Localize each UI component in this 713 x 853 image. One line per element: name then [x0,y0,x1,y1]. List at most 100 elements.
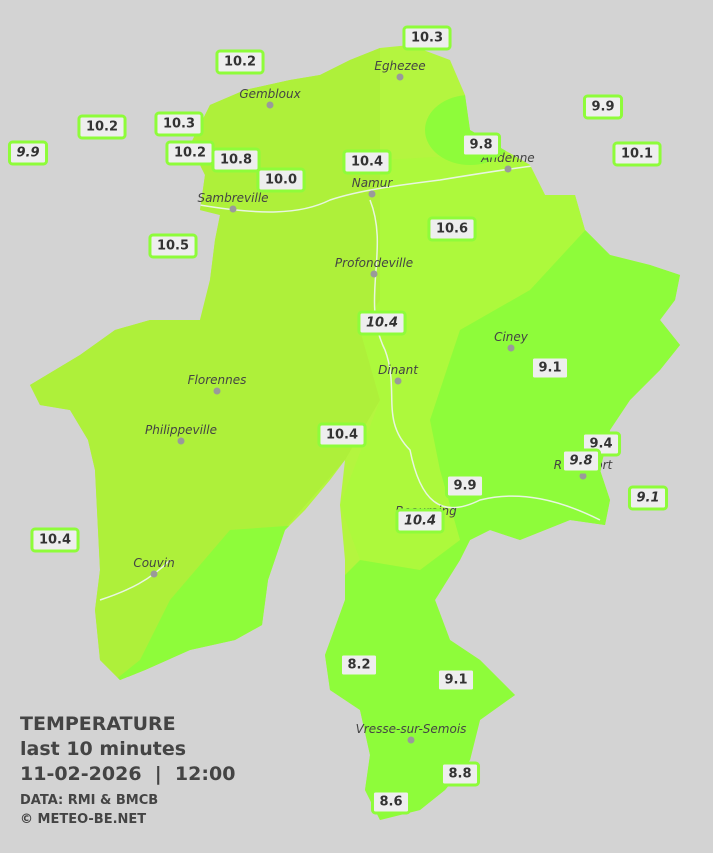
station: 10.2 [165,140,215,166]
town-dot [177,437,185,445]
town-dot [266,101,274,109]
station-box [435,667,477,693]
station: 10.3 [402,25,452,51]
station-box [582,94,624,120]
station: 10.4 [357,310,407,336]
station-value: 10.8 [220,153,252,168]
station-box [560,448,602,474]
station-box [77,114,127,140]
station-value: 9.9 [591,100,614,115]
station: 9.1 [435,667,477,693]
station-box [402,25,452,51]
town-label: Namur [352,176,394,190]
station: 10.6 [427,216,477,242]
title: TEMPERATURE [20,713,176,735]
station-value: 10.4 [366,316,398,331]
station-value: 10.4 [39,533,71,548]
station-value: 10.3 [411,31,443,46]
town-label: Ciney [494,330,529,344]
station-box [395,508,445,534]
station-value: 8.6 [379,795,402,810]
station-box [215,49,265,75]
station-box [439,761,481,787]
town-dot [507,344,515,352]
station: 8.8 [439,761,481,787]
station-value: 10.5 [157,239,189,254]
source: DATA: RMI & BMCB [20,793,158,808]
station-box [148,233,198,259]
station: 10.0 [256,167,306,193]
station-box [317,422,367,448]
town-dot [504,165,512,173]
town-label: Profondeville [335,256,413,270]
station: 10.3 [154,111,204,137]
station: 10.4 [395,508,445,534]
station: 10.4 [317,422,367,448]
station: 8.2 [338,652,380,678]
town-label: Sambreville [197,191,268,205]
station-value: 9.1 [636,491,659,506]
station: 10.5 [148,233,198,259]
station-box [256,167,306,193]
credit: © METEO-BE.NET [20,812,146,827]
station: 9.8 [460,132,502,158]
town-label: Couvin [133,556,174,570]
station: 9.8 [560,448,602,474]
town-dot [150,570,158,578]
station: 10.2 [77,114,127,140]
station: 10.2 [215,49,265,75]
station-value: 8.8 [448,767,471,782]
station: 9.1 [627,485,669,511]
town-dot [370,270,378,278]
station-box [370,789,412,815]
station-value: 10.3 [163,117,195,132]
station-box [612,141,662,167]
station-value: 9.8 [469,138,492,153]
timestamp: 11-02-2026 | 12:00 [20,763,235,785]
town-dot [394,377,402,385]
station-value: 10.2 [174,146,206,161]
station-box [7,140,49,166]
town-label: Dinant [378,363,419,377]
town-dot [407,736,415,744]
station-box [427,216,477,242]
station-value: 10.2 [224,55,256,70]
town-dot [213,387,221,395]
station-value: 9.1 [444,673,467,688]
station-box [338,652,380,678]
station: 9.9 [7,140,49,166]
station: 9.9 [582,94,624,120]
town-label: Florennes [188,373,247,387]
station-value: 9.8 [569,454,592,469]
town-dot [579,472,587,480]
station: 8.6 [370,789,412,815]
town-label: Vresse-sur-Semois [356,722,467,736]
station-box [444,473,486,499]
station-value: 10.1 [621,147,653,162]
station-value: 9.9 [16,146,39,161]
station-value: 9.1 [538,361,561,376]
station-box [342,149,392,175]
town-dot [229,205,237,213]
town-dot [368,190,376,198]
station: 10.8 [211,147,261,173]
station-value: 10.6 [436,222,468,237]
station-box [357,310,407,336]
station-box [627,485,669,511]
station-value: 9.4 [589,437,612,452]
station-value: 10.4 [326,428,358,443]
subtitle: last 10 minutes [20,738,186,760]
station: 10.4 [30,527,80,553]
town-dot [396,73,404,81]
station-value: 10.4 [404,514,436,529]
station-box [211,147,261,173]
station-box [154,111,204,137]
town-label: Philippeville [145,423,217,437]
station: 9.1 [529,355,571,381]
station-box [460,132,502,158]
town-label: Eghezee [374,59,425,73]
station-value: 9.9 [453,479,476,494]
station: 9.9 [444,473,486,499]
station-value: 8.2 [347,658,370,673]
